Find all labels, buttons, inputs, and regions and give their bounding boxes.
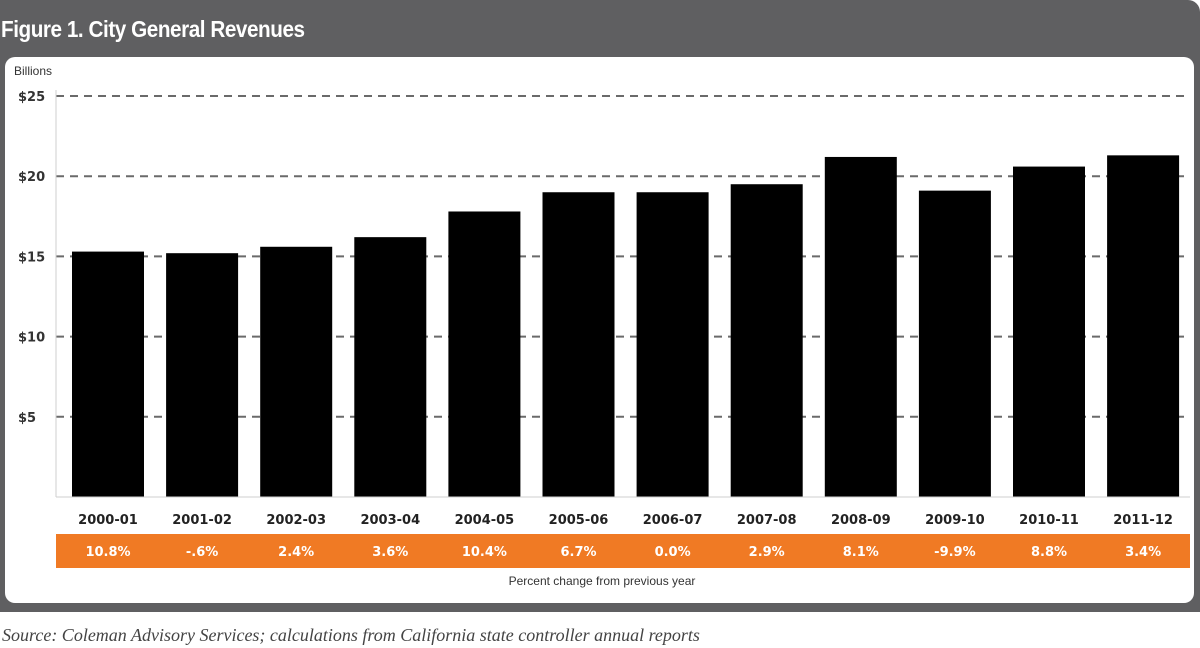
category-labels: 2000-01 2001-02 2002-03 2003-04 2004-05 2005-… — [78, 513, 1173, 528]
x-tick-label: 2008-09 — [831, 513, 891, 528]
bar-chart: Billions $5$10$15$20$25 2000-01 2001-02 20… — [14, 64, 1190, 588]
y-axis-unit-label: Billions — [14, 64, 52, 78]
x-tick-label: 2010-11 — [1019, 513, 1079, 528]
percent-change-labels: 10.8% -.6% 2.4% 3.6% 10.4% 6.7% 0.0% 2.9% 8.1% -9… — [85, 545, 1161, 560]
bar-2005-06 — [542, 192, 615, 498]
bar-2003-04 — [354, 237, 427, 498]
percent-change-label: 0.0% — [655, 545, 691, 560]
percent-change-label: 6.7% — [560, 545, 596, 560]
percent-change-label: 3.4% — [1125, 545, 1161, 560]
x-tick-label: 2006-07 — [643, 513, 703, 528]
y-tick-label: $15 — [18, 250, 45, 265]
x-tick-label: 2004-05 — [455, 513, 515, 528]
bar-2009-10 — [918, 190, 991, 498]
percent-change-label: 8.1% — [843, 545, 879, 560]
x-tick-label: 2000-01 — [78, 513, 138, 528]
y-axis-ticks: $5 $10 $15 $20 $25 — [18, 90, 45, 426]
x-tick-label: 2007-08 — [737, 513, 797, 528]
bar-2002-03 — [260, 246, 333, 497]
x-tick-label: 2009-10 — [925, 513, 985, 528]
percent-change-label: 2.9% — [749, 545, 785, 560]
x-tick-label: 2002-03 — [266, 513, 326, 528]
bar-2006-07 — [636, 192, 709, 498]
percent-change-label: -.6% — [186, 545, 218, 560]
bar-2010-11 — [1013, 166, 1085, 498]
bars — [72, 155, 1180, 498]
chart-title: Figure 1. City General Revenues — [1, 16, 305, 42]
x-tick-label: 2001-02 — [172, 513, 232, 528]
y-tick-label: $25 — [18, 90, 45, 105]
percent-change-caption: Percent change from previous year — [509, 574, 696, 588]
percent-change-label: 10.8% — [85, 545, 130, 560]
bar-2007-08 — [730, 184, 803, 497]
bar-2011-12 — [1107, 155, 1180, 497]
percent-change-label: 2.4% — [278, 545, 314, 560]
x-tick-label: 2003-04 — [360, 513, 420, 528]
percent-change-label: 8.8% — [1031, 545, 1067, 560]
percent-change-label: -9.9% — [934, 545, 975, 560]
bar-2001-02 — [166, 253, 239, 497]
bar-2000-01 — [72, 251, 144, 497]
y-tick-label: $20 — [18, 170, 45, 185]
source-note: Source: Coleman Advisory Services; calcu… — [2, 625, 700, 645]
percent-change-band — [56, 534, 1190, 568]
y-tick-label: $5 — [18, 411, 36, 426]
bar-2008-09 — [824, 156, 897, 497]
gridlines — [56, 95, 1190, 418]
percent-change-label: 3.6% — [372, 545, 408, 560]
percent-change-label: 10.4% — [462, 545, 507, 560]
bar-2004-05 — [448, 211, 521, 497]
y-tick-label: $10 — [18, 331, 45, 346]
x-tick-label: 2011-12 — [1113, 513, 1173, 528]
x-tick-label: 2005-06 — [549, 513, 609, 528]
